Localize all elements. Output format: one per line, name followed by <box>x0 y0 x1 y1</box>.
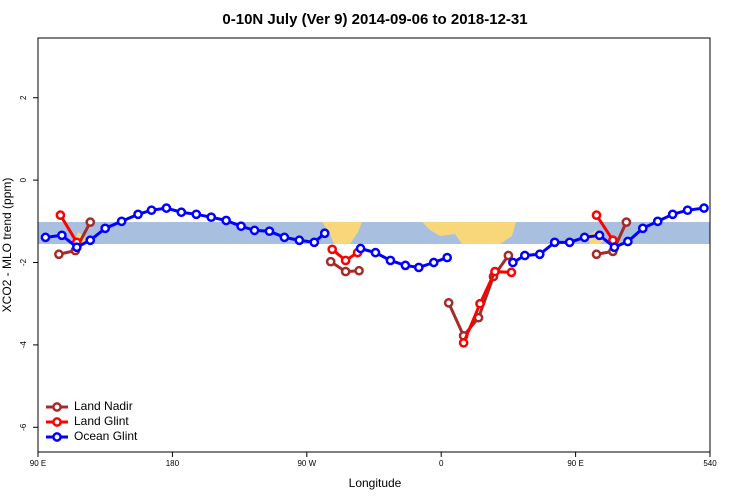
point <box>621 217 632 227</box>
point <box>325 256 336 267</box>
x-tick-label: 90 E <box>30 459 46 468</box>
point <box>458 337 469 348</box>
point <box>475 298 485 309</box>
point <box>40 232 51 243</box>
point <box>549 237 560 248</box>
chart-title: 0-10N July (Ver 9) 2014-09-06 to 2018-12… <box>222 11 527 28</box>
point <box>55 210 66 220</box>
point <box>490 266 500 277</box>
map-strip <box>38 222 710 244</box>
land <box>322 222 362 244</box>
y-axis-label: XCO2 - MLO trend (ppm) <box>0 178 14 313</box>
point <box>413 262 424 273</box>
point <box>161 203 172 213</box>
point <box>85 235 96 246</box>
point <box>579 232 590 243</box>
point <box>637 223 648 234</box>
point <box>354 265 364 276</box>
legend-marker <box>52 402 62 412</box>
point <box>319 228 330 239</box>
point <box>506 267 517 278</box>
land <box>422 222 516 244</box>
point <box>146 205 157 216</box>
plot-frame <box>37 37 711 453</box>
point <box>54 249 64 260</box>
point <box>534 249 545 260</box>
point <box>609 242 620 253</box>
point <box>236 221 246 232</box>
plot-lines <box>40 203 709 348</box>
point <box>591 210 602 220</box>
y-tick-label: -6 <box>19 423 28 431</box>
point <box>176 207 187 218</box>
legend-label: Ocean Glint <box>74 429 138 443</box>
legend-marker <box>52 432 62 442</box>
x-tick-label: 90 W <box>297 459 316 468</box>
point <box>340 255 351 266</box>
point <box>400 260 411 271</box>
point <box>279 232 290 243</box>
point <box>221 215 232 226</box>
x-axis-label: Longitude <box>349 476 402 490</box>
point <box>294 235 305 246</box>
point <box>116 216 127 227</box>
x-tick-label: 540 <box>703 459 717 468</box>
point <box>503 250 514 261</box>
point <box>519 250 530 261</box>
point <box>355 243 366 254</box>
point <box>591 249 602 260</box>
y-tick-label: 0 <box>19 177 28 182</box>
ocean-strip <box>38 222 710 244</box>
point <box>71 242 82 253</box>
point <box>652 216 663 227</box>
point <box>594 230 605 241</box>
point <box>133 209 143 220</box>
legend-marker <box>52 417 62 427</box>
point <box>57 230 67 241</box>
point <box>309 237 320 248</box>
point <box>623 236 633 247</box>
point <box>340 266 351 277</box>
legend-label: Land Nadir <box>74 399 133 413</box>
point <box>370 247 381 258</box>
point <box>667 209 678 220</box>
point <box>564 237 575 248</box>
x-tick-label: 90 E <box>567 459 583 468</box>
point <box>191 209 202 220</box>
y-tick-label: -4 <box>19 341 28 349</box>
point <box>327 244 338 255</box>
legend-label: Land Glint <box>74 414 129 428</box>
point <box>428 257 439 268</box>
point <box>264 226 275 237</box>
point <box>699 203 709 213</box>
point <box>443 298 454 308</box>
x-tick-label: 0 <box>439 459 444 468</box>
point <box>682 205 693 216</box>
x-tick-label: 180 <box>166 459 180 468</box>
y-tick-label: -2 <box>19 258 28 266</box>
point <box>508 257 518 268</box>
point <box>85 217 96 227</box>
point <box>249 225 260 236</box>
point <box>442 252 453 263</box>
y-tick-label: 2 <box>19 95 28 100</box>
point <box>385 255 396 266</box>
point <box>100 223 111 234</box>
point <box>206 212 217 223</box>
